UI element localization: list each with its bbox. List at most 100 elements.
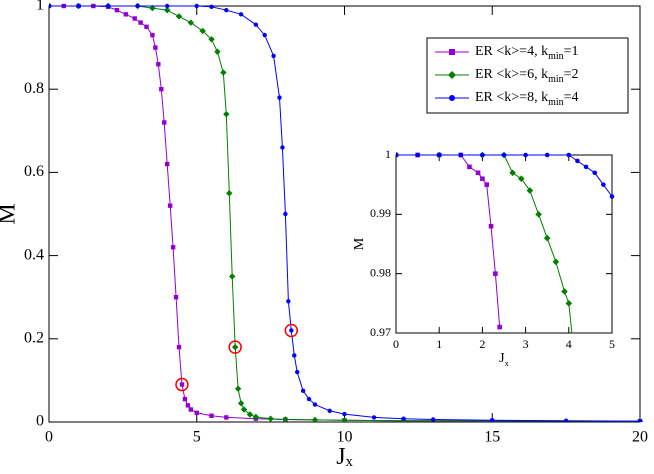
marker (144, 24, 149, 29)
series-line (49, 5, 641, 422)
marker (267, 415, 274, 422)
plot-area (395, 154, 613, 334)
marker (280, 145, 285, 150)
marker (526, 187, 534, 194)
marker (509, 169, 516, 177)
marker (544, 152, 550, 158)
marker (252, 413, 260, 421)
marker (277, 95, 282, 100)
marker (371, 415, 377, 420)
marker (311, 416, 319, 422)
marker (295, 369, 300, 375)
marker (523, 152, 528, 158)
series-line (49, 5, 641, 422)
marker (167, 203, 173, 208)
marker (176, 344, 182, 350)
marker (436, 152, 442, 158)
marker (138, 20, 143, 25)
marker (517, 175, 525, 183)
marker (220, 69, 227, 76)
y-tick-label: 1 (36, 0, 44, 14)
legend-label: ER <k>=8, kmin=4 (475, 90, 579, 108)
marker (535, 211, 542, 218)
marker (543, 234, 551, 242)
marker (262, 32, 267, 38)
x-tick-label: 0 (393, 337, 399, 351)
marker (162, 120, 167, 125)
marker (123, 12, 129, 17)
marker (231, 343, 239, 351)
marker (552, 258, 560, 266)
plot-series (49, 2, 644, 422)
marker (467, 164, 472, 170)
marker (497, 324, 502, 330)
marker (76, 3, 81, 9)
legend-label: ER <k>=4, kmin=1 (475, 44, 579, 62)
marker (165, 3, 170, 9)
y-tick-label: 0.97 (370, 325, 391, 339)
x-tick-label: 5 (609, 337, 615, 351)
marker (306, 396, 312, 402)
marker (566, 152, 572, 158)
legend-marker (449, 95, 455, 101)
marker (208, 36, 215, 43)
marker (342, 411, 347, 417)
marker (246, 411, 254, 418)
marker (592, 170, 598, 176)
marker (234, 385, 242, 392)
x-tick-label: 0 (45, 429, 53, 446)
marker (575, 158, 580, 164)
highlight-circle (175, 377, 189, 392)
marker (229, 273, 236, 280)
marker (165, 161, 170, 167)
marker (156, 62, 161, 67)
marker (480, 176, 485, 182)
marker (194, 410, 199, 416)
x-tick-label: 2 (479, 337, 485, 351)
marker (401, 416, 406, 421)
marker (458, 152, 464, 158)
marker (224, 7, 229, 13)
marker (493, 271, 498, 276)
marker (430, 417, 436, 422)
legend-marker (448, 71, 456, 79)
marker (282, 416, 289, 422)
marker (182, 396, 188, 402)
marker (187, 19, 195, 26)
x-tick-label: 10 (337, 429, 353, 446)
legend-label: ER <k>=6, kmin=2 (475, 67, 579, 85)
marker (283, 211, 288, 217)
marker (292, 353, 297, 358)
marker (286, 299, 291, 304)
x-axis-label: Jx (499, 351, 509, 368)
marker (153, 45, 158, 50)
marker (114, 7, 120, 13)
x-tick-label: 4 (566, 337, 572, 351)
marker (601, 182, 606, 187)
marker (105, 3, 111, 9)
x-tick-label: 3 (523, 337, 529, 351)
highlight-circle (228, 340, 242, 354)
marker (209, 4, 214, 10)
marker (501, 152, 507, 158)
marker (185, 403, 191, 408)
marker (170, 245, 176, 250)
marker (475, 170, 481, 176)
marker (175, 13, 183, 20)
marker (583, 164, 589, 170)
marker (253, 22, 259, 27)
marker (271, 53, 276, 59)
highlight-circle (284, 323, 299, 338)
y-tick-label: 1 (385, 147, 391, 161)
marker (214, 48, 221, 55)
marker (300, 388, 306, 393)
marker (289, 328, 294, 333)
marker (226, 190, 233, 197)
marker (609, 194, 615, 199)
y-tick-label: 0.2 (24, 329, 44, 346)
marker (480, 152, 485, 158)
marker (135, 3, 140, 9)
marker (188, 407, 194, 412)
x-tick-label: 15 (484, 429, 500, 446)
